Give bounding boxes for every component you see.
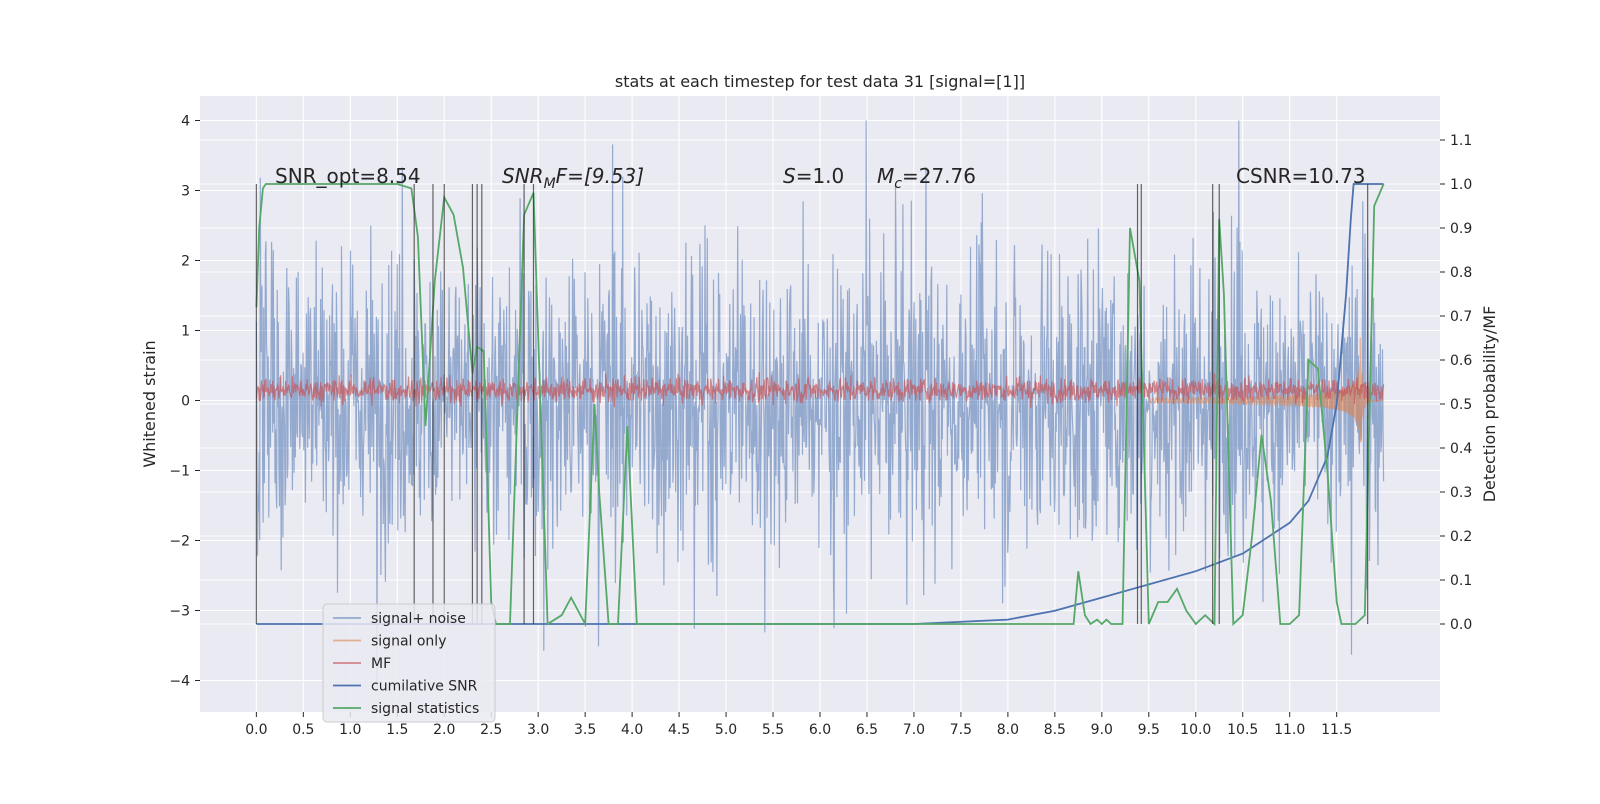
- x-tick-label: 4.5: [668, 722, 690, 738]
- series-signal-statistics: [255, 183, 1385, 628]
- x-tick-label: 4.0: [621, 722, 643, 738]
- legend-entry: signal+ noise: [371, 611, 466, 627]
- annotation-snr-opt: SNR_opt=8.54: [275, 164, 421, 188]
- y2-tick-label: 0.3: [1450, 485, 1472, 501]
- y2-tick-label: 0.1: [1450, 573, 1472, 589]
- x-tick-label: 3.0: [527, 722, 549, 738]
- y2-tick-label: 0.4: [1450, 441, 1472, 457]
- x-tick-label: 3.5: [574, 722, 596, 738]
- annotation-mc: Mc=27.76: [877, 164, 976, 192]
- y-tick-label: −3: [169, 604, 190, 620]
- y2-tick-label: 0.2: [1450, 529, 1472, 545]
- axes: 0.0 0.5 1.0 1.5 2.0 2.5 3.0 3.5 4.0 4.5 5.0 5.5 6.0 6…: [169, 114, 1472, 739]
- legend-box: [322, 603, 496, 723]
- series-cumulative-snr: [256, 183, 1384, 625]
- y2-tick-label: 0.5: [1450, 397, 1472, 413]
- x-tick-label: 8.0: [997, 722, 1019, 738]
- y-tick-label: −1: [169, 464, 190, 480]
- y2-tick-label: 0.6: [1450, 353, 1472, 369]
- x-tick-label: 1.0: [339, 722, 361, 738]
- x-tick-label: 5.0: [715, 722, 737, 738]
- legend-entry: signal statistics: [371, 701, 479, 717]
- x-tick-label: 9.5: [1138, 722, 1160, 738]
- x-tick-label: 2.5: [480, 722, 502, 738]
- x-tick-label: 10.5: [1227, 722, 1258, 738]
- annotation-s: S=1.0: [783, 164, 844, 188]
- y-tick-label: 1: [181, 324, 190, 340]
- y2-tick-label: 1.1: [1450, 133, 1472, 149]
- y2-tick-label: 0.9: [1450, 221, 1472, 237]
- x-tick-label: 7.5: [950, 722, 972, 738]
- y2-tick-label: 0.8: [1450, 265, 1472, 281]
- x-tick-label: 10.0: [1180, 722, 1211, 738]
- y2-tick-label: 0.7: [1450, 309, 1472, 325]
- x-tick-label: 7.0: [903, 722, 925, 738]
- y-tick-label: −2: [169, 534, 190, 550]
- x-tick-label: 6.0: [809, 722, 831, 738]
- y-tick-label: 2: [181, 254, 190, 270]
- x-tick-label: 6.5: [856, 722, 878, 738]
- annotation-snr-mf: SNRMF=[9.53]: [502, 164, 644, 192]
- legend-entry: cumilative SNR: [371, 679, 478, 695]
- y-tick-label: 0: [181, 394, 190, 410]
- y-axis-label: Whitened strain: [140, 340, 159, 467]
- legend: signal+ noise signal only MF cumilative SNR…: [322, 603, 496, 723]
- y-tick-label: 4: [181, 114, 190, 130]
- y-tick-label: 3: [181, 184, 190, 200]
- x-tick-label: 11.0: [1274, 722, 1305, 738]
- x-tick-label: 8.5: [1044, 722, 1066, 738]
- y2-axis-label: Detection probability/MF: [1480, 306, 1499, 503]
- x-tick-label: 5.5: [762, 722, 784, 738]
- y2-tick-label: 0.0: [1450, 617, 1472, 633]
- y-tick-label: −4: [169, 674, 190, 690]
- x-tick-label: 2.0: [433, 722, 455, 738]
- y2-tick-label: 1.0: [1450, 177, 1472, 193]
- x-tick-label: 0.5: [292, 722, 314, 738]
- x-tick-label: 9.0: [1091, 722, 1113, 738]
- plot-series: [255, 120, 1385, 688]
- x-tick-label: 0.0: [245, 722, 267, 738]
- chart-title: stats at each timestep for test data 31 …: [615, 72, 1025, 91]
- x-tick-label: 11.5: [1321, 722, 1352, 738]
- legend-entry: MF: [371, 656, 391, 672]
- annotation-csnr: CSNR=10.73: [1236, 164, 1366, 188]
- x-tick-label: 1.5: [386, 722, 408, 738]
- legend-entry: signal only: [371, 634, 446, 650]
